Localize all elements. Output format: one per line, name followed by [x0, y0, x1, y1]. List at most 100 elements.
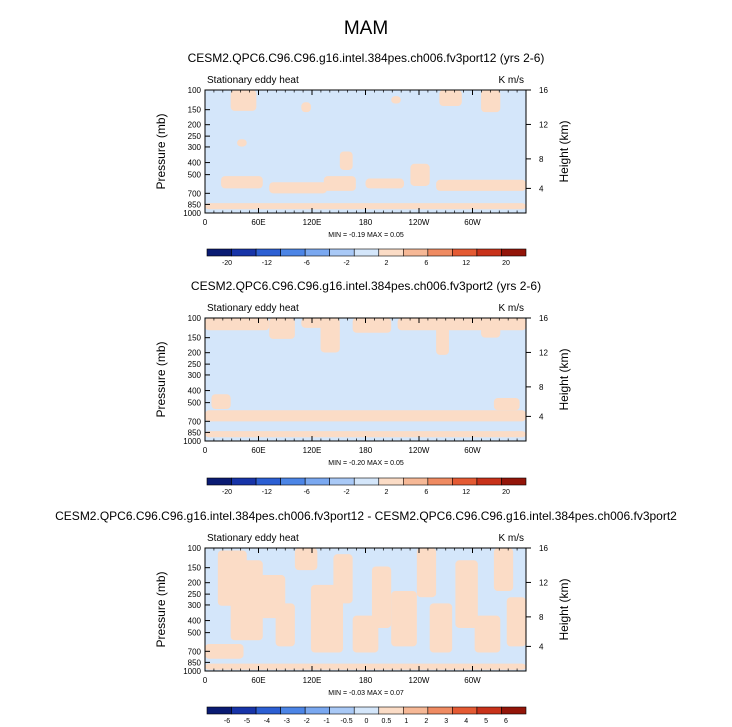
- x-tick-label: 60E: [251, 676, 265, 685]
- y-right-tick-label: 16: [539, 86, 548, 95]
- colorbar-label: 2: [384, 489, 388, 496]
- colorbar: -20 -12 -6 -2 2 6 12 20: [206, 477, 527, 496]
- colorbar-box: [329, 477, 355, 486]
- colorbar-box: [452, 477, 478, 486]
- colorbar-box: [378, 248, 404, 257]
- panel-units: K m/s: [498, 303, 524, 314]
- colorbar-box: [231, 706, 257, 715]
- contour-region: [410, 163, 430, 186]
- contour-region: [269, 318, 295, 339]
- colorbar-box: [255, 706, 281, 715]
- min-max-label: MIN = -0.19 MAX = 0.05: [328, 232, 404, 239]
- contour-region: [230, 560, 263, 641]
- colorbar-box: [501, 706, 527, 715]
- panel-title: CESM2.QPC6.C96.C96.g16.intel.384pes.ch00…: [55, 509, 677, 523]
- panel-units: K m/s: [498, 75, 524, 86]
- y-right-axis-label: Height (km): [557, 578, 571, 640]
- contour-region: [397, 318, 526, 331]
- panel-units: K m/s: [498, 533, 524, 544]
- colorbar-box: [403, 248, 429, 257]
- y-tick-label: 850: [188, 200, 202, 209]
- colorbar-label: -2: [343, 260, 349, 267]
- colorbar-box: [329, 248, 355, 257]
- colorbar-box: [427, 706, 453, 715]
- x-tick-label: 120E: [303, 676, 322, 685]
- colorbar-box: [280, 706, 306, 715]
- colorbar-box: [427, 477, 453, 486]
- contour-region: [352, 615, 379, 653]
- colorbar-box: [206, 477, 232, 486]
- x-tick-label: 180: [359, 676, 373, 685]
- colorbar-box: [403, 706, 429, 715]
- y-tick-label: 200: [188, 579, 202, 588]
- plot-area: [205, 318, 526, 441]
- x-tick-label: 0: [203, 446, 208, 455]
- contour-region: [230, 90, 257, 111]
- colorbar-label: -2: [343, 489, 349, 496]
- contour-region: [365, 178, 405, 189]
- y-right-axis-label: Height (km): [557, 348, 571, 410]
- x-tick-label: 60W: [464, 676, 481, 685]
- x-tick-label: 60W: [464, 218, 481, 227]
- contour-region: [269, 182, 327, 194]
- colorbar-box: [353, 248, 380, 257]
- plot-area: [205, 90, 526, 213]
- colorbar-label: 6: [424, 260, 428, 267]
- colorbar-label: 20: [502, 260, 510, 267]
- contour-region: [333, 554, 353, 604]
- colorbar-label: 0: [365, 718, 369, 725]
- colorbar-box: [206, 248, 232, 257]
- colorbar-box: [329, 706, 355, 715]
- contour-region: [352, 318, 392, 333]
- y-right-tick-label: 4: [539, 412, 544, 421]
- contour-region: [275, 603, 295, 647]
- colorbar-box: [206, 706, 232, 715]
- colorbar-label: -6: [304, 260, 310, 267]
- colorbar-box: [353, 706, 380, 715]
- y-tick-label: 850: [188, 658, 202, 667]
- contour-region: [301, 102, 311, 113]
- colorbar-label: 6: [424, 489, 428, 496]
- y-tick-label: 150: [188, 106, 202, 115]
- y-axis-label: Pressure (mb): [154, 571, 168, 647]
- x-tick-label: 120E: [303, 218, 322, 227]
- contour-region: [391, 96, 401, 104]
- colorbar-label: 5: [484, 718, 488, 725]
- panel-title: CESM2.QPC6.C96.C96.g16.intel.384pes.ch00…: [191, 279, 541, 293]
- contour-region: [506, 597, 526, 647]
- contour-region: [294, 548, 318, 571]
- y-right-tick-label: 4: [539, 184, 544, 193]
- colorbar-label: -6: [224, 718, 230, 725]
- y-right-axis-label: Height (km): [557, 120, 571, 182]
- y-right-tick-label: 8: [539, 383, 544, 392]
- contour-region: [221, 176, 263, 189]
- y-tick-label: 400: [188, 617, 202, 626]
- y-tick-label: 1000: [183, 209, 201, 218]
- contour-region: [339, 151, 353, 170]
- y-tick-label: 100: [188, 314, 202, 323]
- colorbar-label: 3: [444, 718, 448, 725]
- colorbar-box: [255, 248, 281, 257]
- x-tick-label: 180: [359, 218, 373, 227]
- colorbar-label: 20: [502, 489, 510, 496]
- x-tick-label: 0: [203, 676, 208, 685]
- colorbar-box: [427, 248, 453, 257]
- contour-region: [474, 615, 501, 653]
- colorbar-box: [378, 477, 404, 486]
- y-tick-label: 700: [188, 417, 202, 426]
- panel-2: CESM2.QPC6.C96.C96.g16.intel.384pes.ch00…: [154, 279, 571, 496]
- colorbar-box: [403, 477, 429, 486]
- y-tick-label: 400: [188, 387, 202, 396]
- x-tick-label: 120W: [409, 218, 430, 227]
- colorbar-label: -0.5: [341, 718, 353, 725]
- x-tick-label: 180: [359, 446, 373, 455]
- colorbar-box: [476, 477, 502, 486]
- colorbar: -6 -5 -4 -3 -2 -1 -0.5 0 0.5 1 2 3 4 5 6: [206, 706, 527, 725]
- y-tick-label: 250: [188, 132, 202, 141]
- colorbar-box: [280, 248, 306, 257]
- min-max-label: MIN = -0.20 MAX = 0.05: [328, 460, 404, 467]
- x-tick-label: 120W: [409, 676, 430, 685]
- y-axis-label: Pressure (mb): [154, 341, 168, 417]
- colorbar-box: [452, 248, 478, 257]
